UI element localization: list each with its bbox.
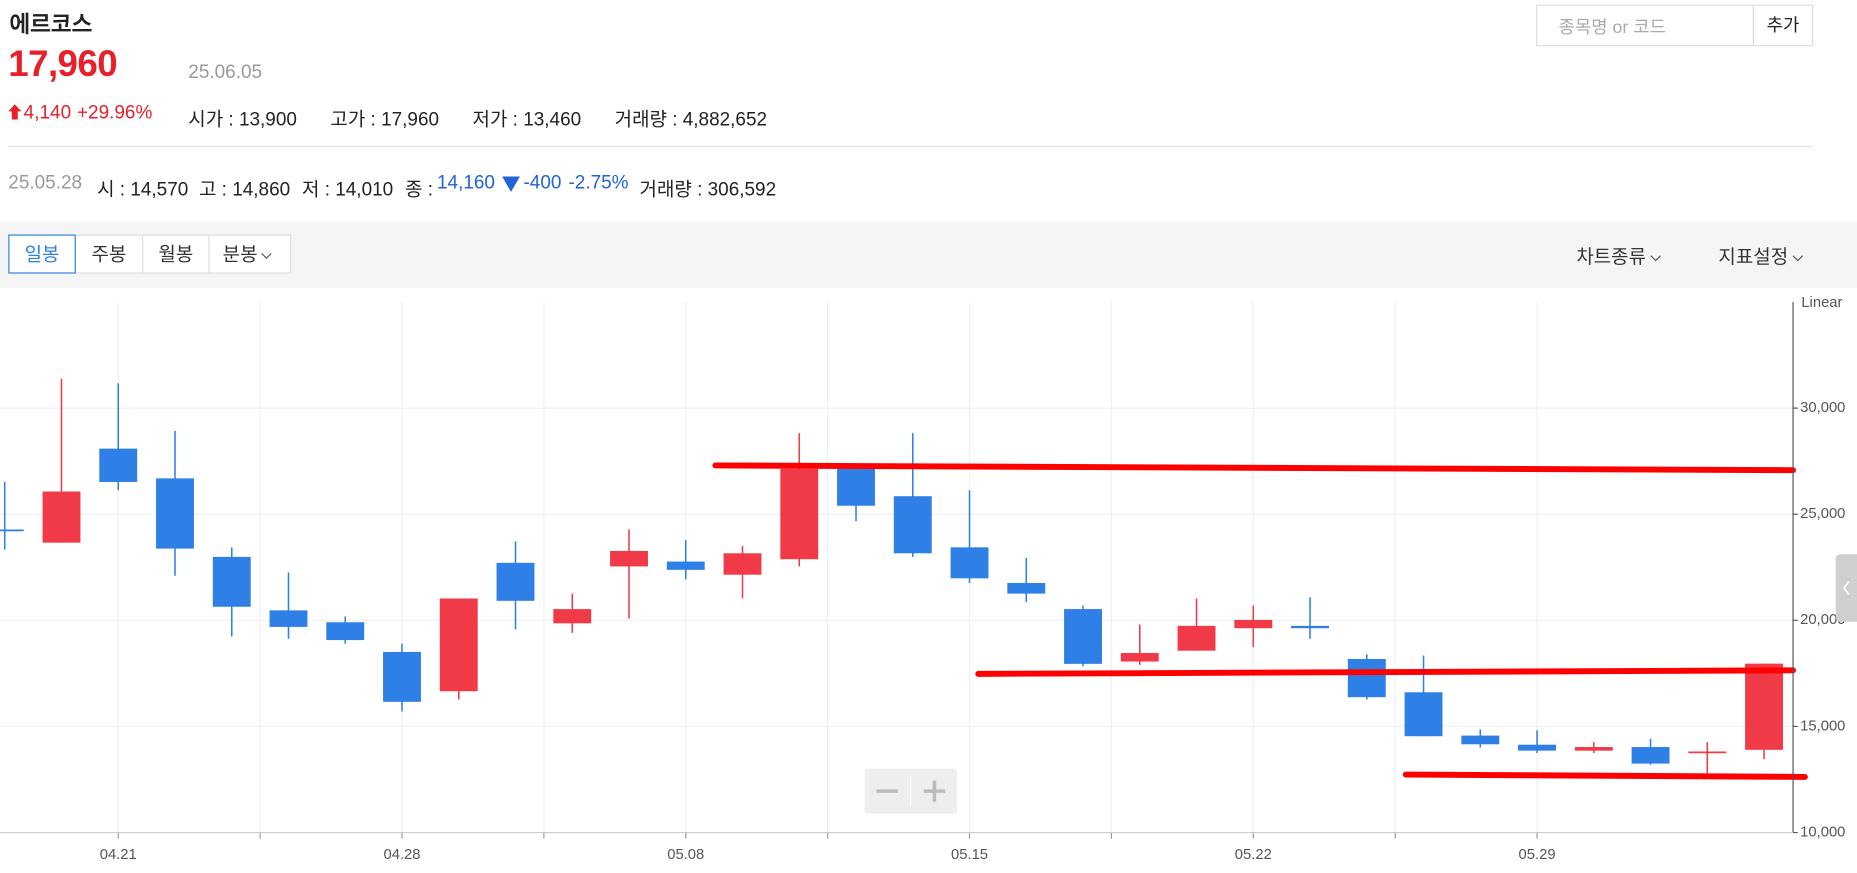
- candle-body: [950, 547, 989, 579]
- chevron-left-icon: [1842, 580, 1850, 596]
- trend-lines: [712, 462, 1808, 780]
- up-arrow-icon: [8, 104, 22, 120]
- search-placeholder: 종목명 or 코드: [1558, 17, 1666, 38]
- candle-body: [1177, 625, 1216, 651]
- open-stat: 시가 : 13,900: [188, 110, 297, 131]
- stock-name: 에르코스: [9, 13, 93, 38]
- day-high: 고 : 14,860: [198, 180, 291, 201]
- chart-type-menu[interactable]: 차트종류: [1576, 240, 1661, 268]
- indicator-menu[interactable]: 지표설정: [1718, 240, 1803, 268]
- x-tick-label: 05.22: [1235, 847, 1272, 863]
- candle-body: [0, 529, 24, 532]
- candle-body: [439, 598, 478, 692]
- x-tick-label: 05.15: [951, 847, 988, 863]
- candle-body: [1518, 744, 1556, 751]
- day-open: 시 : 14,570: [97, 180, 189, 201]
- day-close: 14,160: [437, 172, 495, 194]
- day-date: 25.05.28: [8, 172, 83, 194]
- candle-body: [610, 550, 648, 567]
- y-tick-label: 15,000: [1800, 718, 1845, 734]
- quote-date: 25.06.05: [188, 62, 263, 83]
- candle-body: [1347, 658, 1386, 698]
- indicator-label: 지표설정: [1718, 247, 1789, 268]
- candle-body: [837, 468, 875, 506]
- y-tick-label: 25,000: [1800, 506, 1845, 522]
- low-stat: 저가 : 13,460: [472, 110, 582, 131]
- day-volume: 거래량 : 306,592: [639, 180, 777, 201]
- tab-minute[interactable]: 분봉: [208, 234, 292, 274]
- candle-body: [1745, 663, 1784, 750]
- chart-type-label: 차트종류: [1576, 247, 1647, 268]
- tab-monthly[interactable]: 월봉: [142, 234, 210, 274]
- tab-minute-label: 분봉: [222, 245, 258, 266]
- zoom-controls: [864, 768, 957, 814]
- candle-body: [1064, 609, 1102, 664]
- y-tick-label: 20,000: [1800, 612, 1845, 628]
- candle-body: [666, 561, 705, 570]
- candle-body: [383, 651, 421, 702]
- candle-body: [1291, 625, 1329, 629]
- scale-label: Linear: [1801, 295, 1842, 311]
- day-close-label: 종 :: [405, 180, 434, 201]
- x-tick-label: 04.28: [383, 847, 420, 863]
- candle-body: [723, 553, 762, 575]
- candle-body: [1461, 735, 1500, 745]
- candle-body: [1631, 747, 1670, 764]
- volume-stat: 거래량 : 4,882,652: [614, 110, 768, 131]
- candle-body: [1688, 751, 1727, 754]
- chevron-icon: [1650, 255, 1661, 262]
- candle-body: [269, 610, 308, 627]
- support-line: [1402, 771, 1808, 780]
- price-change-pct: +29.96%: [76, 103, 153, 124]
- candle-body: [212, 556, 251, 607]
- tab-weekly[interactable]: 주봉: [74, 234, 144, 274]
- day-change: -400: [523, 172, 562, 194]
- candle-body: [326, 622, 365, 641]
- price-change: 4,140: [23, 103, 72, 124]
- candle-body: [99, 448, 138, 482]
- day-change-pct: -2.75%: [568, 172, 629, 194]
- candles: [0, 378, 1784, 774]
- candle-body: [156, 478, 194, 549]
- candle-body: [553, 609, 592, 624]
- x-tick-label: 04.21: [100, 847, 137, 863]
- candlestick-chart: 10,000 15,000 20,000 25,000 30,000 04.21 04.28…: [0, 295, 1845, 863]
- candle-body: [893, 496, 932, 554]
- search-input[interactable]: 종목명 or 코드: [1536, 4, 1754, 47]
- x-tick-label: 05.08: [667, 847, 704, 863]
- candle-body: [42, 491, 81, 543]
- down-triangle-icon: [502, 176, 520, 192]
- candle-body: [496, 562, 535, 601]
- current-price: 17,960: [8, 42, 118, 85]
- candle-body: [1234, 619, 1273, 629]
- high-stat: 고가 : 17,960: [330, 110, 440, 131]
- chevron-icon: [261, 253, 273, 260]
- divider: [8, 145, 1814, 147]
- candle-body: [1404, 692, 1443, 737]
- resistance-line: [712, 462, 1797, 474]
- chevron-icon: [1792, 255, 1803, 262]
- x-tick-label: 05.29: [1519, 847, 1556, 863]
- toolbar: [0, 221, 1857, 288]
- y-tick-label: 10,000: [1800, 824, 1845, 840]
- tab-daily[interactable]: 일봉: [8, 234, 76, 274]
- y-tick-label: 30,000: [1800, 400, 1845, 416]
- candle-body: [1007, 582, 1046, 594]
- add-button[interactable]: 추가: [1752, 4, 1814, 47]
- candle-body: [1120, 653, 1159, 662]
- day-low: 저 : 14,010: [301, 180, 394, 201]
- candle-body: [1574, 747, 1613, 751]
- candle-body: [780, 468, 819, 560]
- zoom-icons: [876, 775, 946, 807]
- support-line: [975, 667, 1797, 677]
- side-panel-toggle[interactable]: [1835, 554, 1857, 622]
